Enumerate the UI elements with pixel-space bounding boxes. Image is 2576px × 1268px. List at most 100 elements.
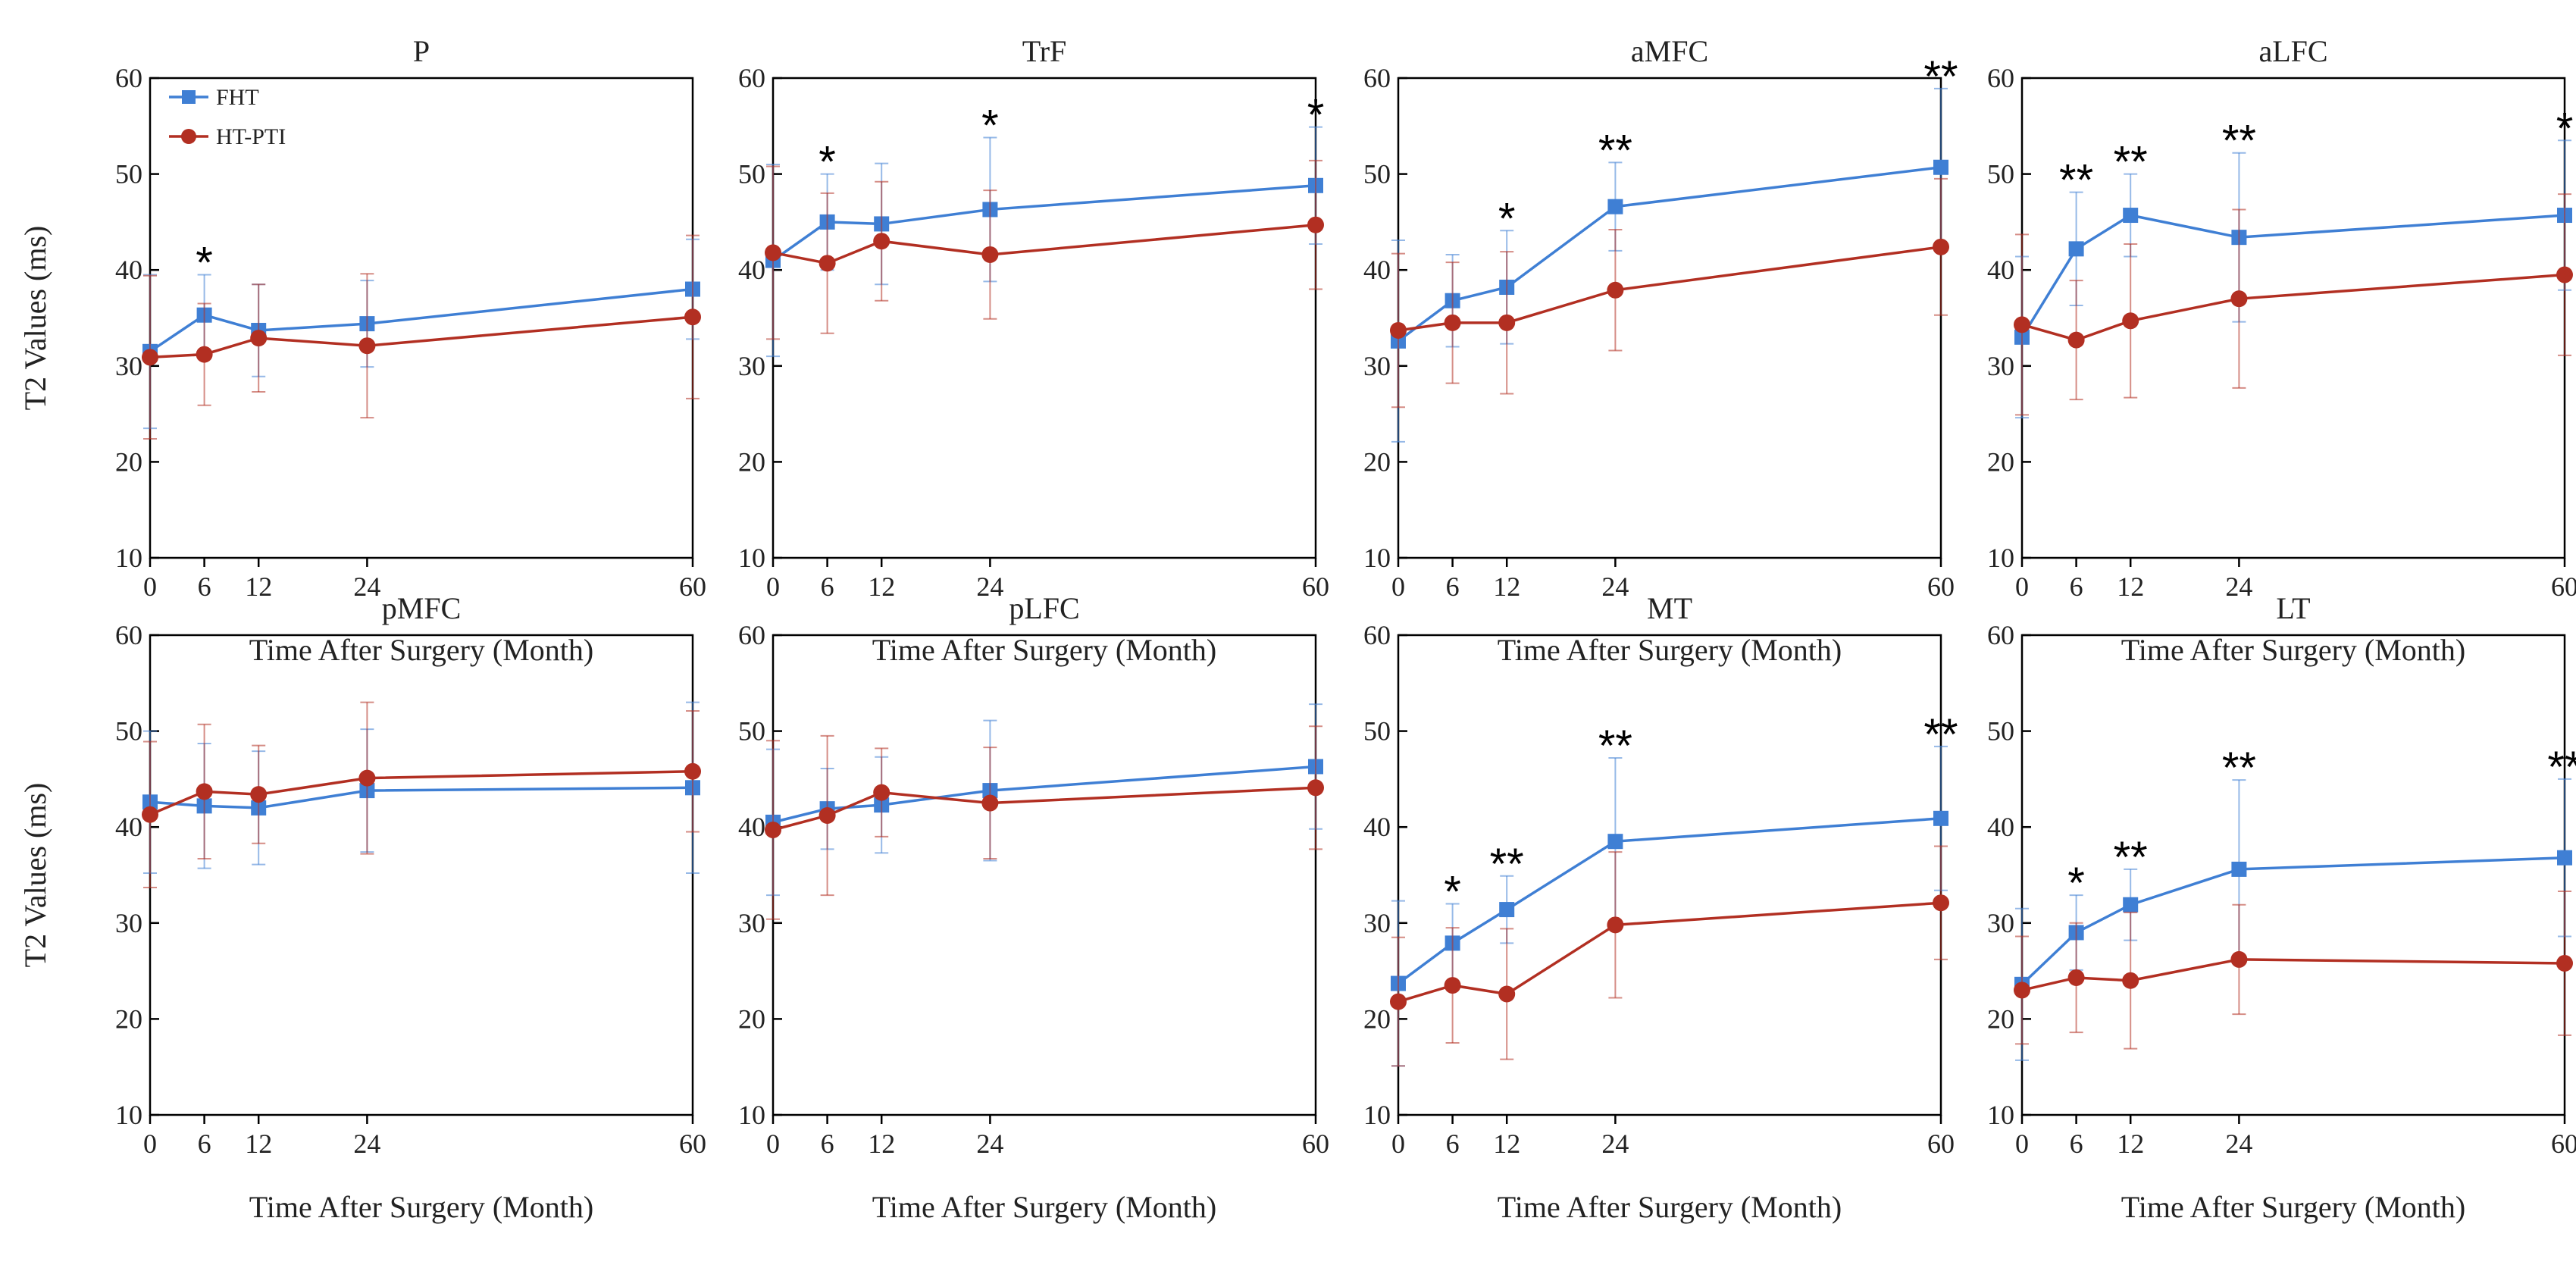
data-point — [2556, 954, 2573, 972]
y-tick-label: 60 — [738, 63, 765, 93]
y-tick-label: 50 — [1363, 159, 1391, 189]
data-point — [1607, 281, 1624, 299]
plot-frame — [772, 77, 1317, 559]
series-line — [2020, 214, 2565, 338]
panel-lt: 10 20 30 40 50 60 0 6 12 24 60 LT Time After Surgery… — [1987, 591, 2576, 1224]
significance-marker: ** — [2114, 833, 2148, 882]
data-point — [2123, 208, 2139, 224]
y-tick-label: 30 — [1363, 351, 1391, 381]
data-point — [873, 784, 890, 801]
data-point — [1607, 199, 1623, 214]
data-point — [818, 255, 836, 272]
y-tick-label: 10 — [1363, 1100, 1391, 1130]
x-tick-label: 6 — [2070, 571, 2083, 602]
y-tick-label: 10 — [115, 543, 142, 573]
x-tick-label: 0 — [2015, 571, 2029, 602]
data-point — [142, 806, 158, 823]
panel-mt: 10 20 30 40 50 60 0 6 12 24 60 MT Time After Surgery… — [1363, 591, 1958, 1224]
panel-title: aLFC — [2258, 34, 2327, 68]
significance-marker: * — [981, 101, 999, 150]
data-point — [1933, 159, 1948, 175]
significance-marker: ** — [2059, 156, 2093, 205]
data-point — [1499, 902, 1515, 918]
y-axis-label: T2 Values (ms) — [18, 783, 52, 968]
y-tick-label: 50 — [738, 159, 765, 189]
series-line — [2021, 273, 2565, 342]
significance-marker: * — [1307, 91, 1325, 140]
series-fht — [2014, 778, 2572, 1061]
series-fht — [142, 238, 700, 430]
significance-marker: ** — [2114, 138, 2148, 187]
data-point — [2123, 897, 2139, 913]
series-ht-pti — [2014, 193, 2573, 416]
x-tick-label: 0 — [1391, 571, 1405, 602]
legend-marker — [182, 90, 196, 104]
series-line — [2021, 958, 2565, 992]
y-tick-label: 40 — [115, 255, 142, 285]
plot-frame — [2020, 634, 2566, 1116]
data-point — [2556, 266, 2573, 283]
y-tick-label: 60 — [1987, 620, 2014, 650]
data-point — [1307, 779, 1324, 797]
y-tick-label: 30 — [1363, 908, 1391, 938]
series-line — [1398, 901, 1942, 1003]
x-tick-label: 60 — [679, 571, 706, 602]
panel-title: LT — [2276, 591, 2310, 625]
x-tick-label: 60 — [1302, 571, 1329, 602]
panel-title: MT — [1647, 591, 1692, 625]
x-tick-label: 24 — [976, 571, 1003, 602]
data-point — [2122, 312, 2139, 330]
y-tick-label: 40 — [115, 812, 142, 842]
x-tick-label: 60 — [1927, 571, 1955, 602]
y-tick-label: 30 — [115, 908, 142, 938]
series-fht — [1391, 745, 1948, 1067]
x-tick-label: 60 — [1302, 1129, 1329, 1159]
data-point — [2067, 331, 2085, 349]
data-point — [250, 330, 268, 347]
x-tick-label: 12 — [868, 1129, 895, 1159]
data-point — [196, 783, 213, 800]
significance-marker: ** — [1598, 722, 1632, 771]
panel-title: pLFC — [1009, 591, 1079, 625]
plot-frame — [1397, 77, 1942, 559]
x-tick-label: 24 — [976, 1129, 1003, 1159]
x-tick-label: 0 — [1391, 1129, 1405, 1159]
y-tick-label: 20 — [1363, 446, 1391, 477]
data-point — [250, 786, 268, 803]
y-tick-label: 40 — [1987, 255, 2014, 285]
x-axis-label: Time After Surgery (Month) — [872, 1190, 1216, 1224]
plot-frame — [149, 634, 694, 1116]
y-tick-label: 10 — [738, 543, 765, 573]
data-point — [1390, 993, 1407, 1010]
data-point — [1498, 985, 1516, 1003]
series-fht — [142, 701, 700, 874]
panel-plfc: 10 20 30 40 50 60 0 6 12 24 60 pLFC Time After Surge… — [738, 591, 1329, 1224]
x-tick-label: 24 — [353, 571, 380, 602]
data-point — [358, 769, 376, 787]
series-line — [149, 786, 693, 809]
data-point — [1307, 216, 1324, 233]
y-tick-label: 20 — [738, 446, 765, 477]
significance-marker: ** — [1923, 710, 1958, 759]
y-tick-label: 10 — [115, 1100, 142, 1130]
y-tick-label: 50 — [738, 716, 765, 747]
x-tick-label: 0 — [766, 571, 780, 602]
y-tick-label: 60 — [1363, 620, 1391, 650]
y-tick-label: 50 — [1987, 159, 2014, 189]
data-point — [142, 349, 158, 366]
series-ht-pti — [1390, 177, 1949, 409]
y-tick-label: 20 — [1987, 1003, 2014, 1034]
data-point — [765, 244, 781, 261]
data-point — [1498, 314, 1516, 331]
significance-marker: * — [2067, 859, 2085, 908]
significance-marker: * — [2556, 104, 2574, 153]
plot-frame — [1397, 634, 1942, 1116]
y-tick-label: 10 — [738, 1100, 765, 1130]
x-tick-label: 6 — [821, 1129, 834, 1159]
x-tick-label: 6 — [821, 571, 834, 602]
series-ht-pti — [765, 159, 1324, 340]
series-fht — [1391, 87, 1948, 443]
panel-title: TrF — [1022, 34, 1067, 68]
